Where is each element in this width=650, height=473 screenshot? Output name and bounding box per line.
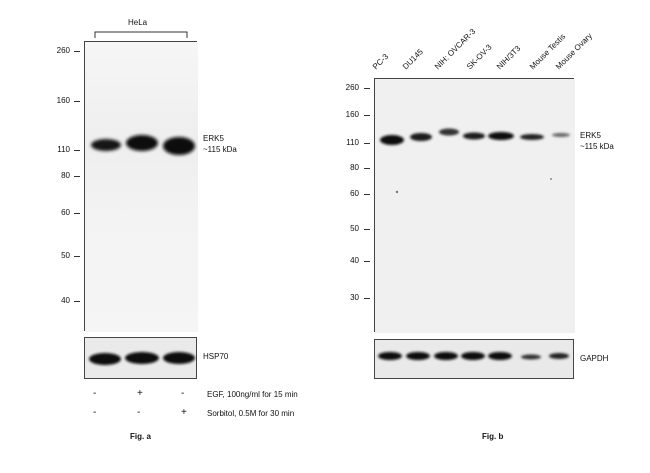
tick-b-80 bbox=[364, 168, 370, 169]
tick-a-40 bbox=[74, 301, 80, 302]
mw-a-80: 80 bbox=[61, 171, 70, 180]
mw-b-50: 50 bbox=[350, 224, 359, 233]
erk5-label-a: ERK5 bbox=[203, 134, 224, 143]
sorbitol-treatment-label: Sorbitol, 0.5M for 30 min bbox=[207, 409, 295, 418]
egf-sign-lane2: + bbox=[137, 388, 143, 399]
mw-a-60: 60 bbox=[61, 208, 70, 217]
tick-b-30 bbox=[364, 298, 370, 299]
mw-a-110: 110 bbox=[57, 145, 70, 154]
tick-a-50 bbox=[74, 256, 80, 257]
mw-b-80: 80 bbox=[350, 163, 359, 172]
mw-a-50: 50 bbox=[61, 251, 70, 260]
tick-b-50 bbox=[364, 229, 370, 230]
egf-sign-lane3: - bbox=[181, 388, 185, 399]
blot-a-bands bbox=[85, 42, 198, 332]
mw-a-40: 40 bbox=[61, 296, 70, 305]
blot-a-hsp70 bbox=[84, 337, 197, 379]
tick-b-160 bbox=[364, 115, 370, 116]
mw-b-40: 40 bbox=[350, 256, 359, 265]
tick-a-60 bbox=[74, 213, 80, 214]
erk5-size-b: ~115 kDa bbox=[580, 142, 614, 151]
caption-fig-b: Fig. b bbox=[482, 432, 504, 441]
erk5-label-b: ERK5 bbox=[580, 131, 601, 140]
tick-a-260 bbox=[74, 51, 80, 52]
tick-b-110 bbox=[364, 143, 370, 144]
sorbitol-sign-lane2: - bbox=[137, 407, 141, 418]
erk5-bands-b bbox=[380, 128, 570, 145]
hsp70-label: HSP70 bbox=[203, 352, 229, 361]
tick-b-40 bbox=[364, 261, 370, 262]
blot-b-gapdh bbox=[374, 339, 574, 379]
mw-b-60: 60 bbox=[350, 189, 359, 198]
hela-label: HeLa bbox=[128, 18, 148, 27]
blot-b-main bbox=[374, 78, 575, 333]
mw-b-260: 260 bbox=[345, 83, 359, 92]
gapdh-label: GAPDH bbox=[580, 354, 609, 363]
mw-b-160: 160 bbox=[345, 110, 359, 119]
sorbitol-sign-lane1: - bbox=[93, 407, 97, 418]
caption-fig-a: Fig. a bbox=[130, 432, 151, 441]
egf-treatment-label: EGF, 100ng/ml for 15 min bbox=[207, 390, 298, 399]
egf-sign-lane1: - bbox=[93, 388, 97, 399]
mw-b-30: 30 bbox=[350, 293, 359, 302]
erk5-size-a: ~115 kDa bbox=[203, 145, 237, 154]
mw-b-110: 110 bbox=[346, 138, 359, 147]
blot-b-bands bbox=[375, 79, 575, 333]
hsp70-bands bbox=[89, 352, 195, 365]
blot-a-main bbox=[84, 41, 198, 332]
tick-a-80 bbox=[74, 176, 80, 177]
tick-a-110 bbox=[74, 150, 80, 151]
gapdh-bands bbox=[378, 352, 569, 360]
tick-b-60 bbox=[364, 194, 370, 195]
tick-a-160 bbox=[74, 101, 80, 102]
mw-a-260: 260 bbox=[56, 46, 70, 55]
erk5-bands-a bbox=[91, 135, 195, 155]
mw-a-160: 160 bbox=[56, 96, 70, 105]
sorbitol-sign-lane3: + bbox=[181, 407, 187, 418]
tick-b-260 bbox=[364, 88, 370, 89]
